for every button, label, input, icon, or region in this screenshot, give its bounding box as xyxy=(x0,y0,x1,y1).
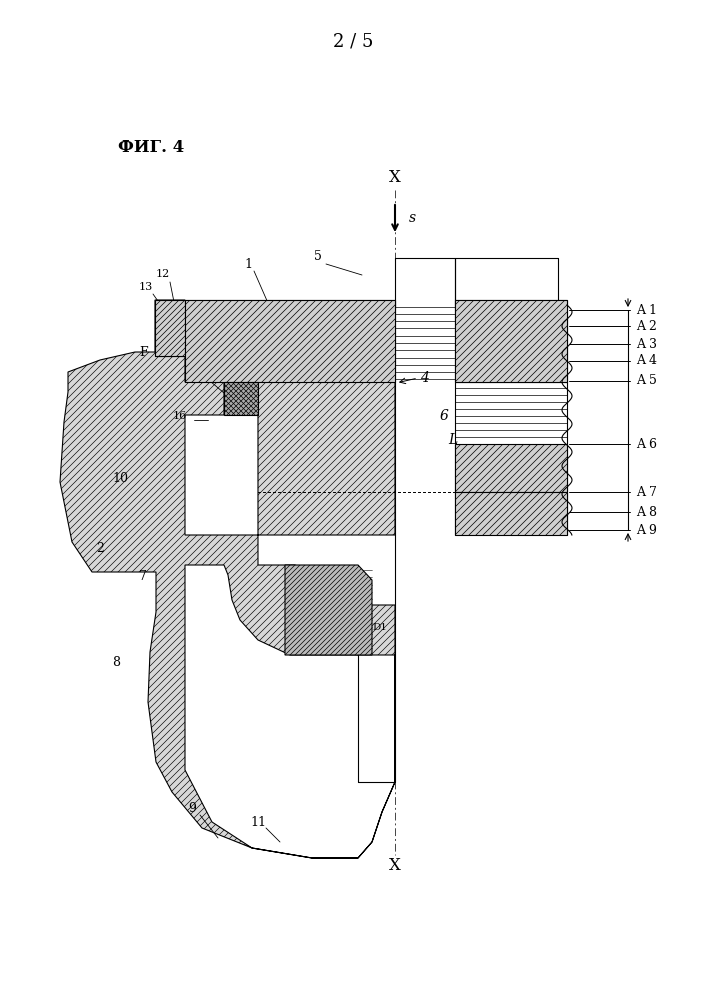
Text: 12: 12 xyxy=(156,269,170,279)
Text: A 3: A 3 xyxy=(636,338,657,351)
Polygon shape xyxy=(455,492,567,535)
Text: A 6: A 6 xyxy=(636,438,657,450)
Polygon shape xyxy=(185,300,395,382)
Text: A 5: A 5 xyxy=(636,374,657,387)
Text: s: s xyxy=(409,211,416,225)
Text: A 8: A 8 xyxy=(636,506,657,518)
Polygon shape xyxy=(285,565,372,655)
Text: A 4: A 4 xyxy=(636,355,657,367)
Text: 7: 7 xyxy=(139,570,147,582)
Polygon shape xyxy=(60,300,395,858)
Text: 9: 9 xyxy=(188,802,196,814)
Text: 17: 17 xyxy=(193,369,207,379)
Text: 10: 10 xyxy=(112,472,128,485)
Text: 1: 1 xyxy=(244,257,252,270)
Text: DA: DA xyxy=(340,629,356,638)
Text: 8: 8 xyxy=(112,656,120,668)
Text: F: F xyxy=(139,347,148,360)
Text: X: X xyxy=(389,169,401,186)
Text: A 1: A 1 xyxy=(636,304,657,316)
Polygon shape xyxy=(155,300,185,356)
Text: ФИГ. 4: ФИГ. 4 xyxy=(118,139,185,156)
Text: L: L xyxy=(448,433,457,447)
Polygon shape xyxy=(224,382,258,415)
Text: A 7: A 7 xyxy=(636,486,657,498)
Text: 11: 11 xyxy=(250,816,266,828)
Text: 16: 16 xyxy=(173,411,187,421)
Text: 2 / 5: 2 / 5 xyxy=(333,33,373,51)
Text: 5: 5 xyxy=(314,250,322,263)
Text: A 2: A 2 xyxy=(636,320,657,332)
Text: 2: 2 xyxy=(96,542,104,554)
Text: A 9: A 9 xyxy=(636,524,657,536)
Text: X: X xyxy=(389,856,401,874)
Polygon shape xyxy=(455,300,567,382)
Text: SP: SP xyxy=(310,634,324,643)
Text: D1: D1 xyxy=(373,624,387,633)
Text: 6: 6 xyxy=(440,409,449,423)
Polygon shape xyxy=(455,444,567,492)
Text: 4: 4 xyxy=(420,371,429,385)
Text: 13: 13 xyxy=(139,282,153,292)
